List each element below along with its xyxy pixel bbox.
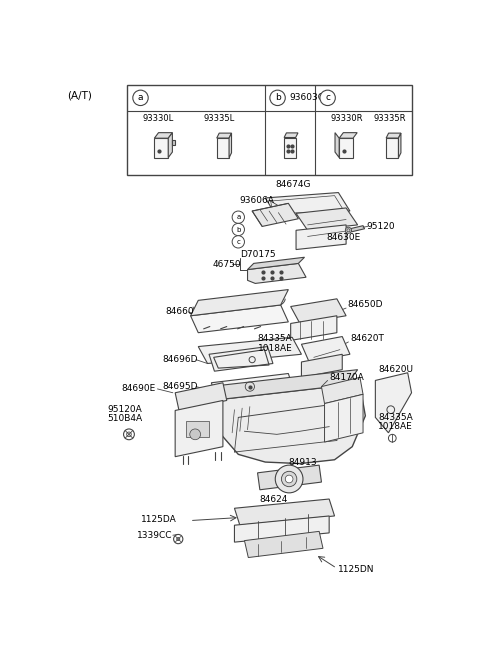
Circle shape [270, 90, 285, 105]
Text: 93603C: 93603C [289, 94, 324, 102]
Polygon shape [322, 377, 363, 403]
Polygon shape [191, 305, 288, 333]
Polygon shape [155, 138, 168, 158]
Polygon shape [296, 225, 346, 250]
Polygon shape [252, 203, 299, 227]
Text: 84696D: 84696D [163, 355, 198, 364]
Circle shape [275, 465, 303, 493]
Text: 93335R: 93335R [373, 114, 406, 123]
Polygon shape [291, 299, 346, 324]
Polygon shape [301, 354, 342, 377]
Text: a: a [236, 214, 240, 220]
Text: 84650D: 84650D [348, 301, 383, 309]
Circle shape [232, 223, 244, 236]
Text: 84170A: 84170A [329, 373, 364, 382]
Text: 84630E: 84630E [327, 233, 361, 242]
Polygon shape [244, 531, 323, 557]
Text: 84620T: 84620T [350, 334, 384, 343]
Circle shape [133, 90, 148, 105]
Circle shape [190, 429, 201, 440]
Text: 84624: 84624 [260, 495, 288, 504]
Text: 84674G: 84674G [275, 180, 311, 189]
Polygon shape [155, 133, 172, 138]
Circle shape [281, 472, 297, 487]
Text: 84620U: 84620U [378, 365, 413, 374]
Circle shape [320, 90, 336, 105]
Text: 84913: 84913 [288, 458, 317, 466]
Bar [127, 84, 411, 175]
Polygon shape [258, 465, 322, 490]
Polygon shape [339, 138, 353, 158]
Polygon shape [284, 133, 298, 138]
Polygon shape [386, 133, 401, 138]
Text: 84695D: 84695D [163, 382, 198, 391]
Polygon shape [301, 337, 350, 362]
Polygon shape [168, 133, 172, 158]
Text: 84660: 84660 [165, 307, 194, 316]
Polygon shape [398, 133, 401, 158]
Text: 510B4A: 510B4A [108, 415, 143, 423]
Text: 93606A: 93606A [240, 196, 275, 205]
Text: b: b [275, 94, 280, 102]
Text: 46750: 46750 [212, 259, 241, 269]
Text: 93330R: 93330R [331, 114, 363, 123]
Polygon shape [217, 133, 231, 138]
Polygon shape [335, 133, 339, 158]
Polygon shape [211, 369, 358, 400]
Polygon shape [234, 499, 335, 525]
Text: D70175: D70175 [240, 250, 276, 259]
Text: b: b [236, 227, 240, 233]
Bar [186, 421, 209, 437]
Polygon shape [339, 133, 357, 138]
Text: 95120A: 95120A [108, 405, 142, 414]
Polygon shape [191, 290, 288, 316]
Text: 84335A: 84335A [258, 334, 292, 343]
Text: 95120: 95120 [366, 222, 395, 231]
Polygon shape [291, 316, 337, 341]
Circle shape [285, 475, 293, 483]
Polygon shape [229, 133, 231, 158]
Text: 1018AE: 1018AE [258, 344, 292, 352]
Polygon shape [350, 226, 365, 232]
Text: 1339CC: 1339CC [137, 531, 172, 540]
Text: c: c [236, 239, 240, 245]
Polygon shape [284, 138, 296, 159]
Text: 84335A: 84335A [378, 413, 413, 422]
Text: 1125DN: 1125DN [338, 565, 375, 574]
Polygon shape [248, 263, 306, 284]
Text: 1018AE: 1018AE [378, 422, 413, 431]
Polygon shape [324, 394, 363, 442]
Polygon shape [172, 140, 175, 145]
Text: 93330L: 93330L [142, 114, 173, 123]
Polygon shape [248, 257, 304, 270]
Polygon shape [386, 138, 398, 158]
Polygon shape [175, 400, 223, 457]
Polygon shape [234, 516, 329, 542]
Polygon shape [375, 373, 411, 433]
Circle shape [232, 236, 244, 248]
Text: 1125DA: 1125DA [141, 515, 176, 523]
Polygon shape [175, 383, 227, 411]
Text: a: a [138, 94, 143, 102]
Polygon shape [296, 208, 358, 231]
Circle shape [345, 227, 351, 233]
Text: (A/T): (A/T) [67, 90, 92, 100]
Text: c: c [325, 94, 330, 102]
Text: 93335L: 93335L [204, 114, 235, 123]
Polygon shape [265, 193, 350, 216]
Polygon shape [198, 337, 301, 364]
Polygon shape [211, 373, 294, 400]
Polygon shape [209, 346, 273, 371]
Text: 84690E: 84690E [121, 384, 156, 394]
Polygon shape [217, 138, 229, 158]
Circle shape [232, 211, 244, 223]
Polygon shape [211, 385, 365, 464]
